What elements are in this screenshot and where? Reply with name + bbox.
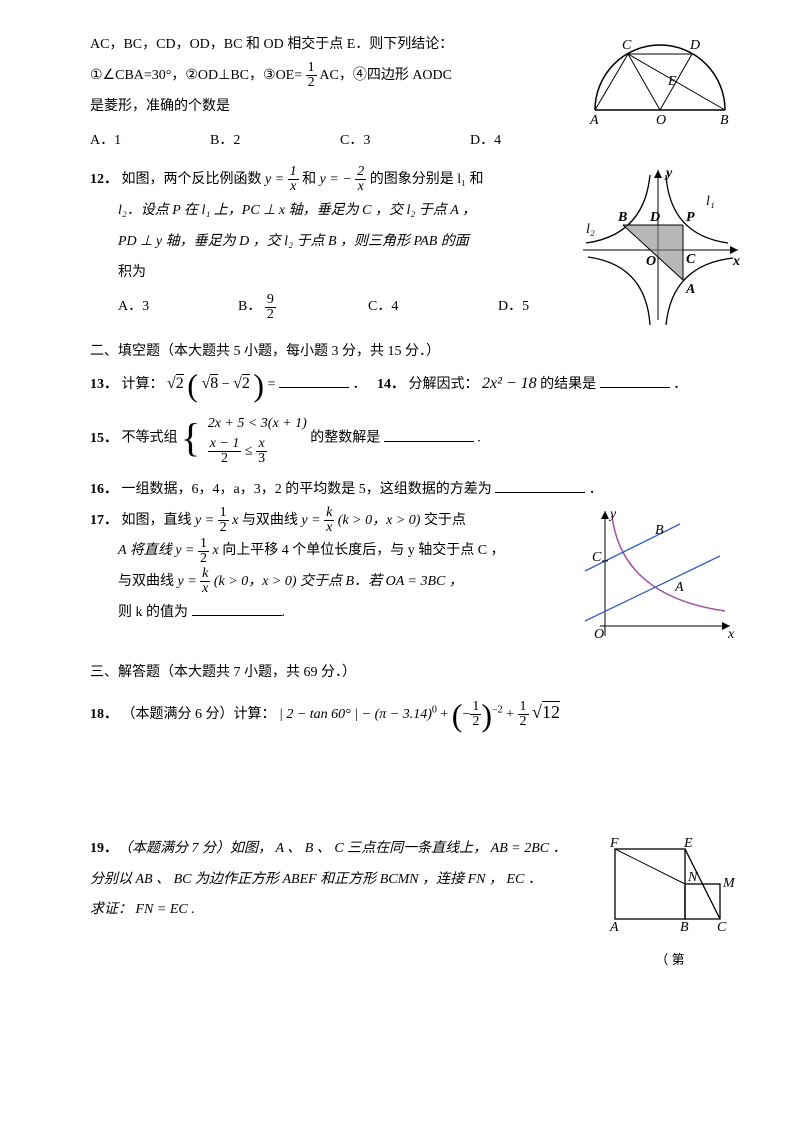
- svg-text:l₂: l₂: [586, 222, 595, 237]
- q11-opt-d: D．4: [470, 126, 550, 157]
- svg-text:C: C: [686, 252, 696, 267]
- svg-text:B: B: [680, 920, 689, 935]
- svg-text:A: A: [609, 920, 619, 935]
- section-3-title: 三、解答题（本大题共 7 小题，共 69 分．）: [90, 661, 740, 681]
- svg-text:A: A: [589, 113, 599, 128]
- q12-options: A．3 B． 92 C．4 D．5: [90, 292, 578, 323]
- q11-figure: A B O C D E: [580, 30, 740, 135]
- q13-blank: [279, 374, 349, 388]
- q12-line4: 积为: [90, 258, 578, 289]
- q11-line2: ①∠CBA=30°，②OD⊥BC，③OE= 12 AC，④四边形 AODC: [90, 61, 580, 92]
- q13-q14: 13． 计算： √2 ( √8 − √2 ) = ． 14． 分解因式： 2x²…: [90, 366, 740, 401]
- q12-line2: l₂．设点 P 在 l₁ 上，PC ⊥ x 轴，垂足为 C ，交 l₂ 于点 A…: [90, 196, 578, 227]
- q12-figure: x y l₁ l₂ B D P O C A: [578, 165, 748, 330]
- svg-text:P: P: [686, 210, 695, 225]
- q15-system: 2x + 5 < 3(x + 1) x − 12 ≤ x3: [208, 411, 307, 465]
- svg-text:E: E: [667, 74, 677, 89]
- q12-opt-d: D．5: [498, 292, 578, 323]
- q14-blank: [600, 374, 670, 388]
- svg-text:l₁: l₁: [706, 194, 715, 209]
- q11-line1: AC，BC，CD，OD，BC 和 OD 相交于点 E．则下列结论：: [90, 30, 580, 61]
- svg-text:C: C: [717, 920, 727, 935]
- svg-text:N: N: [687, 870, 698, 885]
- svg-text:E: E: [683, 836, 693, 851]
- q15-blank: [384, 428, 474, 442]
- section-2-title: 二、填空题（本大题共 5 小题，每小题 3 分，共 15 分．）: [90, 340, 740, 360]
- q17-text: 17． 如图，直线 y = 12 x 与双曲线 y = kx (k > 0，x …: [90, 506, 580, 629]
- svg-text:O: O: [656, 113, 666, 128]
- svg-text:O: O: [646, 254, 656, 269]
- svg-text:B: B: [655, 523, 664, 538]
- svg-text:y: y: [664, 166, 673, 181]
- q12-opt-a: A．3: [118, 292, 238, 323]
- svg-text:F: F: [609, 836, 619, 851]
- q11-options: A．1 B．2 C．3 D．4: [90, 126, 580, 157]
- q12-line1: 12． 如图，两个反比例函数 y = 1x 和 y = − 2x 的图象分别是 …: [90, 165, 578, 196]
- svg-text:C: C: [592, 550, 602, 565]
- q16: 16． 一组数据，6，4，a，3，2 的平均数是 5，这组数据的方差为 ．: [90, 478, 740, 498]
- q12-opt-c: C．4: [368, 292, 498, 323]
- q19-text: 19．（本题满分 7 分）如图， A 、 B 、 C 三点在同一条直线上， AB…: [90, 834, 600, 926]
- q11-line3: 是菱形，准确的个数是: [90, 92, 580, 123]
- svg-text:M: M: [722, 876, 736, 891]
- svg-text:C: C: [622, 38, 632, 53]
- svg-text:B: B: [720, 113, 729, 128]
- q18: 18． （本题满分 6 分）计算： | 2 − tan 60° | − (π −…: [90, 691, 740, 734]
- q17: 17． 如图，直线 y = 12 x 与双曲线 y = kx (k > 0，x …: [90, 506, 740, 651]
- q16-blank: [495, 479, 585, 493]
- svg-text:A: A: [685, 282, 695, 297]
- q12-opt-b: B． 92: [238, 292, 368, 323]
- q12-line3: PD ⊥ y 轴，垂足为 D ，交 l₂ 于点 B ，则三角形 PAB 的面: [90, 227, 578, 258]
- svg-text:y: y: [608, 507, 617, 522]
- q17-blank: [192, 602, 282, 616]
- q11-text: AC，BC，CD，OD，BC 和 OD 相交于点 E．则下列结论： ①∠CBA=…: [90, 30, 580, 157]
- q17-figure: y x O A B C: [580, 506, 740, 651]
- q12: 12． 如图，两个反比例函数 y = 1x 和 y = − 2x 的图象分别是 …: [90, 165, 740, 330]
- q11-opt-b: B．2: [210, 126, 340, 157]
- svg-text:D: D: [689, 38, 700, 53]
- q19-figure: F E A B C M N （ 第: [600, 834, 740, 968]
- q11-opt-a: A．1: [90, 126, 210, 157]
- svg-text:B: B: [617, 210, 627, 225]
- svg-text:A: A: [674, 580, 684, 595]
- q19: 19．（本题满分 7 分）如图， A 、 B 、 C 三点在同一条直线上， AB…: [90, 834, 740, 968]
- q15: 15． 不等式组 { 2x + 5 < 3(x + 1) x − 12 ≤ x3…: [90, 411, 740, 465]
- q11: AC，BC，CD，OD，BC 和 OD 相交于点 E．则下列结论： ①∠CBA=…: [90, 30, 740, 157]
- q12-text: 12． 如图，两个反比例函数 y = 1x 和 y = − 2x 的图象分别是 …: [90, 165, 578, 323]
- svg-text:D: D: [649, 210, 660, 225]
- fraction-half: 12: [306, 61, 317, 90]
- q11-opt-c: C．3: [340, 126, 470, 157]
- svg-text:x: x: [727, 627, 735, 642]
- svg-text:x: x: [732, 254, 740, 269]
- svg-text:O: O: [594, 627, 604, 642]
